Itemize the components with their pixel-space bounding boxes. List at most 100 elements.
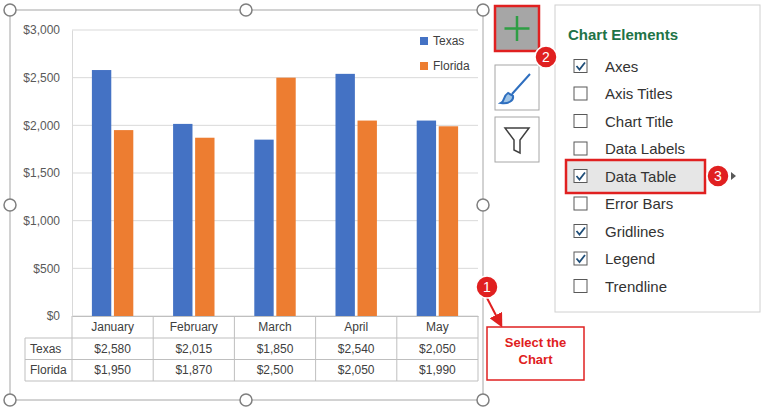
bar[interactable]: [358, 121, 377, 316]
selection-handle[interactable]: [477, 199, 489, 211]
chart-background[interactable]: [10, 10, 483, 400]
table-cell: $2,540: [338, 342, 375, 356]
checkmark: [577, 63, 586, 70]
table-cell: $2,500: [257, 363, 294, 377]
x-tick: April: [344, 316, 368, 334]
selection-handle[interactable]: [240, 4, 252, 16]
item-label: Gridlines: [605, 223, 664, 240]
checkbox[interactable]: [574, 60, 587, 73]
chart-elements-panel: Chart Elements Axes Axis Titles Chart Title…: [555, 5, 760, 312]
table-cell: $1,850: [257, 342, 294, 356]
table-row-header: Texas: [30, 342, 61, 356]
panel-item[interactable]: Gridlines: [574, 223, 664, 240]
selection-handle[interactable]: [477, 394, 489, 406]
table-row-header: Florida: [30, 363, 67, 377]
table-border: [396, 316, 397, 381]
x-axis: January February March April May: [73, 316, 479, 334]
y-tick-label: $0: [47, 309, 61, 323]
checkbox[interactable]: [574, 87, 587, 100]
item-highlight: [566, 160, 705, 193]
brush-icon: [501, 74, 530, 103]
bar[interactable]: [335, 74, 354, 316]
table-cell: $1,870: [175, 363, 212, 377]
checkbox[interactable]: [574, 197, 587, 210]
table-border: [72, 316, 73, 381]
chart-elements-button[interactable]: [495, 6, 539, 51]
x-tick: January: [91, 316, 134, 334]
bar[interactable]: [276, 78, 295, 316]
bar[interactable]: [195, 138, 214, 316]
chart-styles-button[interactable]: [495, 65, 539, 110]
selection-handles: [4, 4, 489, 406]
panel-item[interactable]: Trendline: [574, 278, 667, 295]
y-tick: $2,500: [23, 71, 72, 85]
y-tick: $2,000: [23, 119, 72, 133]
x-tick: May: [426, 316, 449, 334]
panel-item[interactable]: Chart Title: [574, 113, 673, 130]
selection-handle[interactable]: [240, 394, 252, 406]
bar[interactable]: [254, 140, 273, 316]
step-badge: [476, 276, 498, 298]
panel-background: [555, 5, 760, 312]
panel-item[interactable]: Error Bars: [574, 195, 673, 212]
legend-item[interactable]: Texas: [420, 34, 464, 48]
item-label: Axis Titles: [605, 85, 673, 102]
y-tick: $500: [33, 262, 72, 276]
panel-item[interactable]: Axis Titles: [574, 85, 673, 102]
checkmark: [577, 228, 586, 235]
y-tick: $0: [47, 309, 72, 323]
x-tick-label: March: [258, 320, 291, 334]
y-tick: $1,000: [23, 214, 72, 228]
selection-handle[interactable]: [4, 4, 16, 16]
item-label: Axes: [605, 58, 638, 75]
checkbox[interactable]: [574, 252, 587, 265]
checkbox[interactable]: [574, 225, 587, 238]
table-border: [25, 381, 478, 382]
checkbox[interactable]: [574, 170, 587, 183]
y-axis-line: [72, 31, 73, 317]
gridlines: [72, 30, 478, 316]
y-tick: $1,500: [23, 166, 72, 180]
bars: [92, 70, 458, 316]
panel-title: Chart Elements: [568, 26, 678, 43]
panel-item[interactable]: Data Table: [566, 160, 736, 193]
item-label: Chart Title: [605, 113, 673, 130]
selection-handle[interactable]: [477, 4, 489, 16]
panel-item[interactable]: Data Labels: [574, 140, 685, 157]
item-label: Error Bars: [605, 195, 673, 212]
table-cell: $2,015: [175, 342, 212, 356]
y-tick-label: $3,000: [23, 23, 60, 37]
y-tick: $3,000: [23, 23, 72, 37]
panel-item[interactable]: Axes: [574, 58, 638, 75]
y-tick-label: $2,500: [23, 71, 60, 85]
legend-label: Texas: [433, 34, 464, 48]
legend-item[interactable]: Florida: [420, 59, 470, 73]
checkbox[interactable]: [574, 115, 587, 128]
submenu-arrow: [731, 172, 736, 180]
chart-area[interactable]: $0 $500 $1,000 $1,500 $2,000 $2,500 $3,000 Janu…: [10, 10, 483, 400]
bar[interactable]: [114, 130, 133, 316]
x-tick: March: [258, 316, 291, 334]
table-cell: $1,990: [419, 363, 456, 377]
series-bars: [114, 78, 458, 316]
callout-arrow: [487, 298, 501, 325]
plus-icon: [505, 16, 530, 41]
selection-handle[interactable]: [4, 199, 16, 211]
chart-filters-button[interactable]: [495, 117, 539, 162]
selection-handle[interactable]: [4, 394, 16, 406]
bar[interactable]: [92, 70, 111, 316]
checkbox[interactable]: [574, 142, 587, 155]
table-border: [478, 316, 479, 381]
panel-item[interactable]: Legend: [574, 250, 655, 267]
bar[interactable]: [439, 126, 458, 316]
y-tick-label: $500: [33, 262, 60, 276]
gridline: [72, 77, 478, 78]
x-tick-label: February: [170, 320, 218, 334]
bar[interactable]: [173, 124, 192, 316]
callout-text: Chart: [519, 352, 554, 367]
bar[interactable]: [417, 121, 436, 316]
checkbox[interactable]: [574, 280, 587, 293]
x-tick-label: January: [91, 320, 134, 334]
table-cell: $2,050: [419, 342, 456, 356]
callout-text: Select the: [505, 335, 566, 350]
